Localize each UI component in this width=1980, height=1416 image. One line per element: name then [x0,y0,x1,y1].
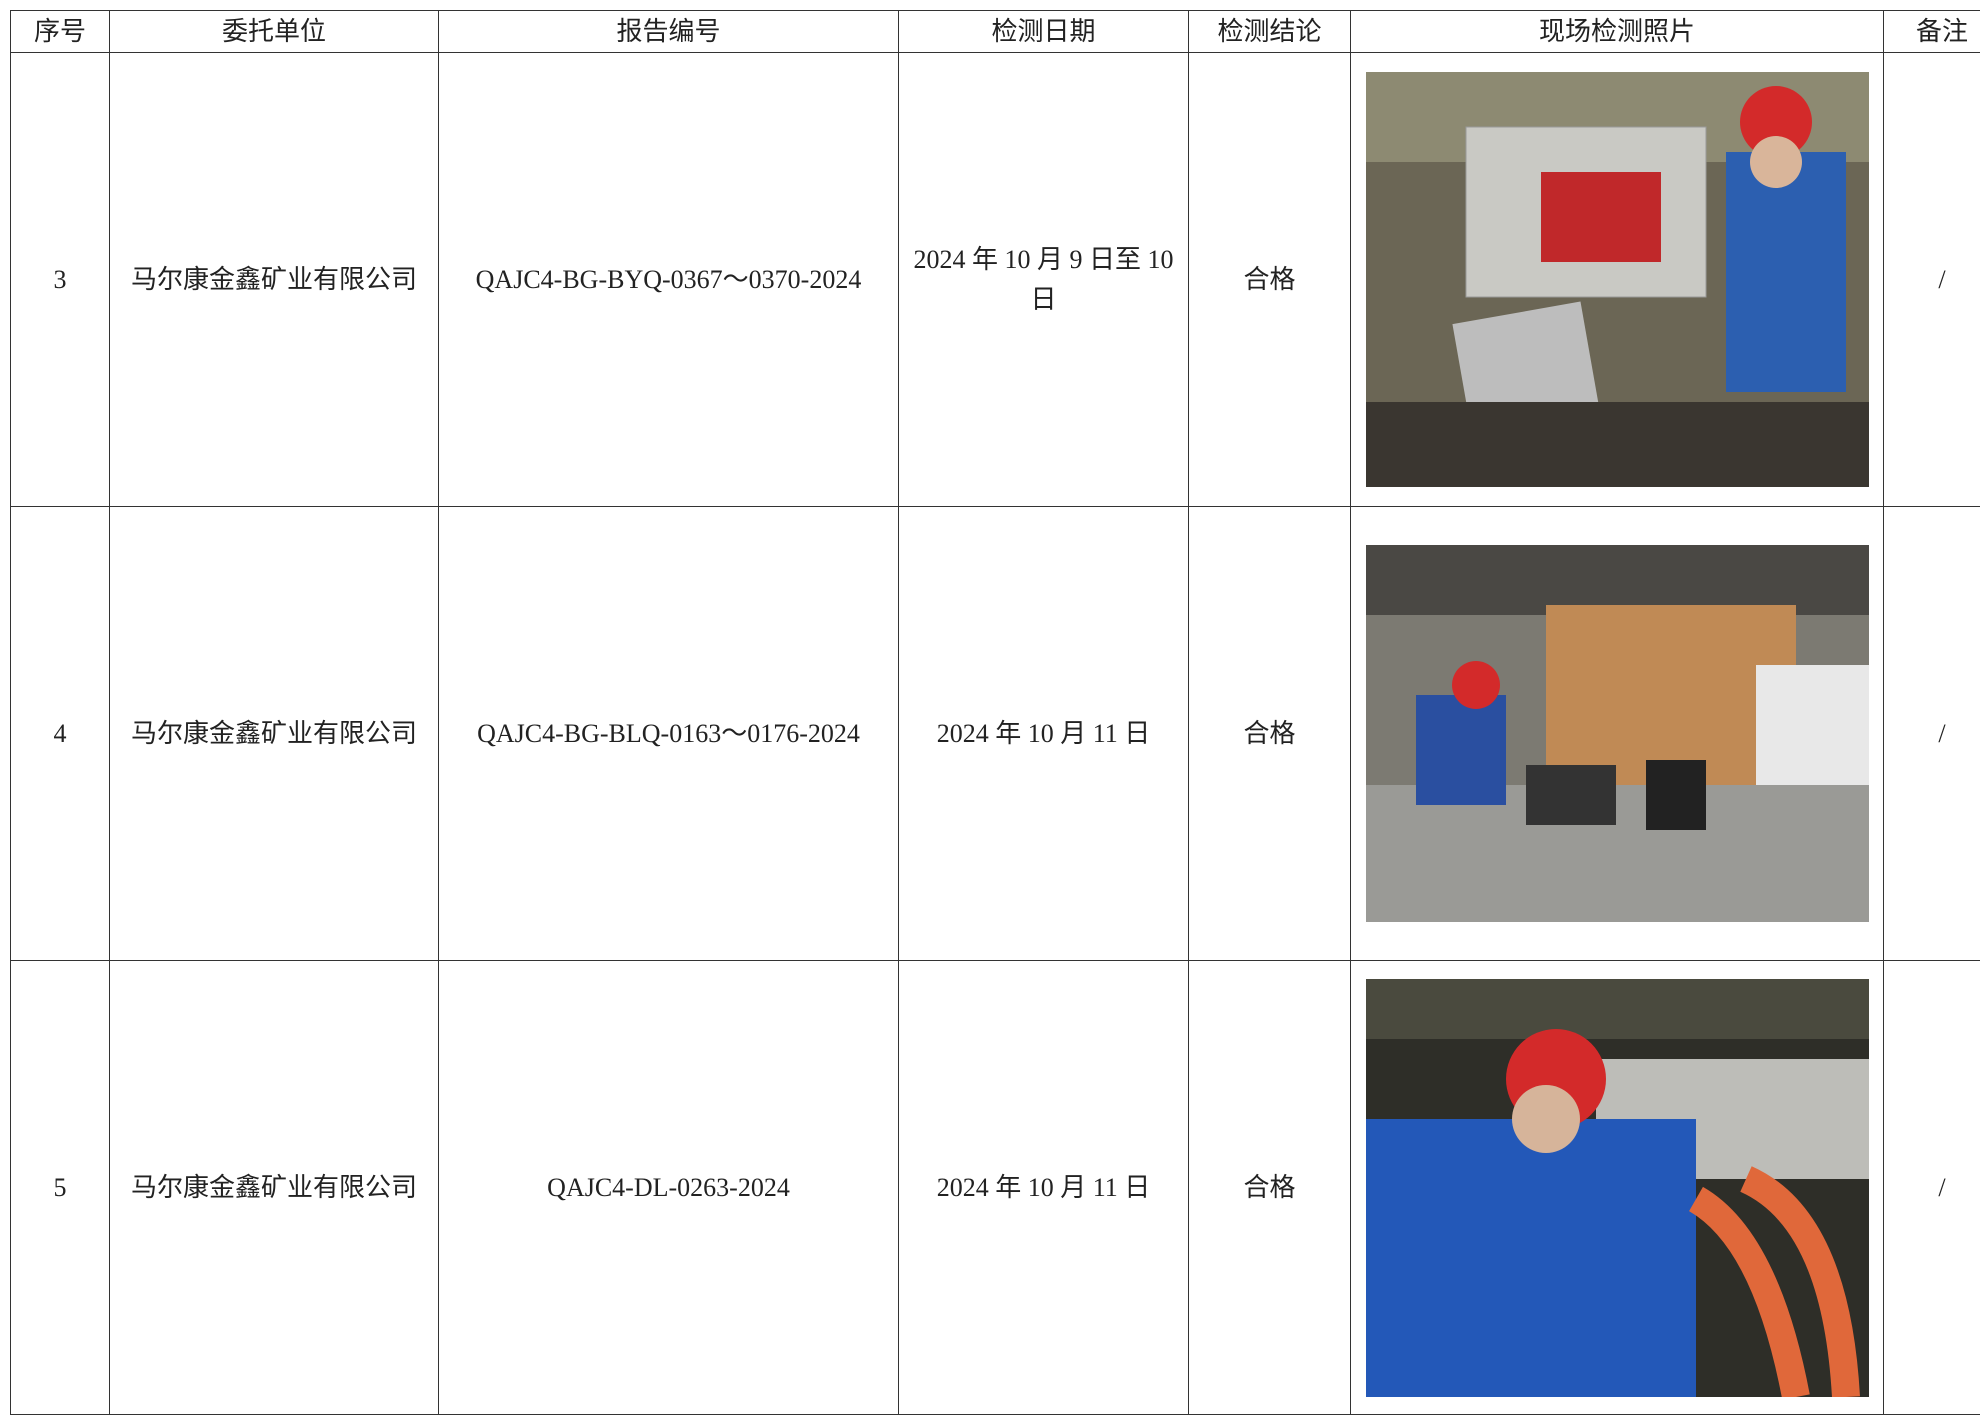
site-photo [1365,545,1869,922]
test-date: 2024 年 10 月 11 日 [898,960,1189,1415]
table-row: 4 马尔康金鑫矿业有限公司 QAJC4-BG-BLQ-0163～0176-2024 2… [10,506,1980,961]
header-cell: 备注 [1883,10,1980,53]
table-row: 3 马尔康金鑫矿业有限公司 QAJC4-BG-BYQ-0367～0370-2024 2… [10,52,1980,507]
client-name: 马尔康金鑫矿业有限公司 [109,506,439,961]
photo-cell [1350,52,1884,507]
conclusion: 合格 [1188,960,1351,1415]
remark: / [1883,960,1980,1415]
header-cell: 现场检测照片 [1350,10,1884,53]
header-cell: 报告编号 [438,10,899,53]
site-photo [1365,978,1869,1397]
header-cell: 序号 [10,10,110,53]
header-cell: 委托单位 [109,10,439,53]
table-body: 3 马尔康金鑫矿业有限公司 QAJC4-BG-BYQ-0367～0370-2024 2… [10,52,1980,1415]
conclusion: 合格 [1188,506,1351,961]
photo-cell [1350,506,1884,961]
row-number: 5 [10,960,110,1415]
header-cell: 检测结论 [1188,10,1351,53]
report-number: QAJC4-BG-BYQ-0367～0370-2024 [438,52,899,507]
row-number: 3 [10,52,110,507]
table-row: 5 马尔康金鑫矿业有限公司 QAJC4-DL-0263-2024 2024 年 10 … [10,960,1980,1415]
header-row: 序号 委托单位 报告编号 检测日期 检测结论 现场检测照片 备注 [10,10,1980,53]
remark: / [1883,506,1980,961]
row-number: 4 [10,506,110,961]
report-number: QAJC4-DL-0263-2024 [438,960,899,1415]
conclusion: 合格 [1188,52,1351,507]
header-cell: 检测日期 [898,10,1189,53]
client-name: 马尔康金鑫矿业有限公司 [109,960,439,1415]
test-date: 2024 年 10 月 9 日至 10 日 [898,52,1189,507]
inspection-table: 序号 委托单位 报告编号 检测日期 检测结论 现场检测照片 备注 3 马尔康金鑫矿… [10,10,1980,1415]
report-number: QAJC4-BG-BLQ-0163～0176-2024 [438,506,899,961]
test-date: 2024 年 10 月 11 日 [898,506,1189,961]
remark: / [1883,52,1980,507]
photo-cell [1350,960,1884,1415]
client-name: 马尔康金鑫矿业有限公司 [109,52,439,507]
site-photo [1365,72,1869,487]
